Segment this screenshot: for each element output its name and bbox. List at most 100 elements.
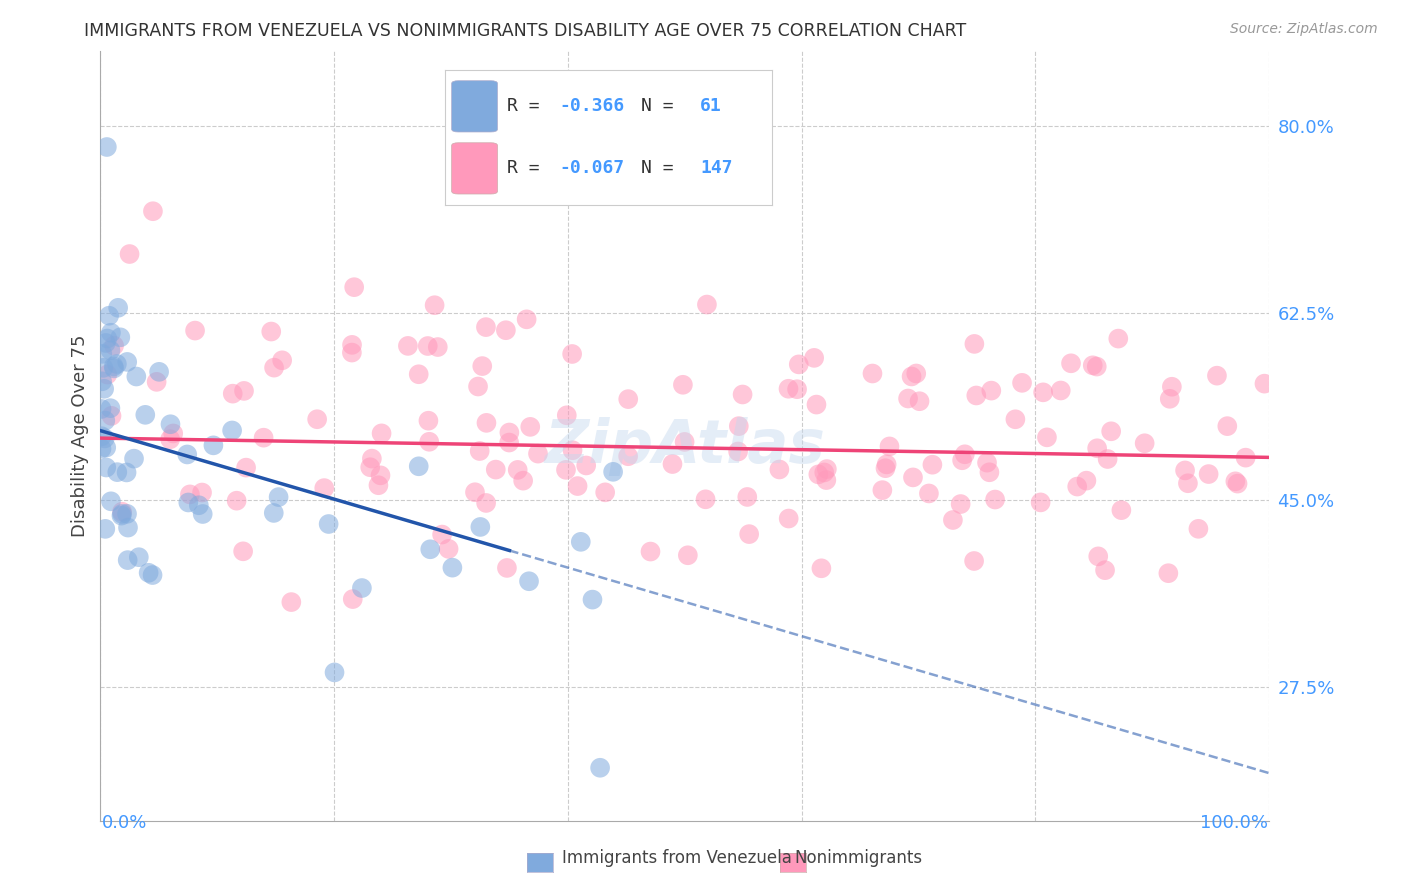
Point	[815, 473, 838, 487]
Point	[134, 408, 156, 422]
Point	[1234, 450, 1257, 465]
Point	[222, 386, 245, 401]
Point	[575, 458, 598, 473]
Point	[91, 374, 114, 388]
Point	[110, 508, 132, 523]
Point	[506, 463, 529, 477]
Point	[942, 513, 965, 527]
Point	[96, 331, 118, 345]
Point	[815, 462, 838, 476]
Point	[367, 478, 389, 492]
Point	[496, 561, 519, 575]
Point	[179, 487, 201, 501]
Point	[617, 449, 640, 463]
Point	[498, 425, 520, 440]
Point	[963, 337, 986, 351]
Point	[519, 420, 541, 434]
Point	[1094, 563, 1116, 577]
Point	[673, 434, 696, 449]
Point	[485, 462, 508, 476]
Point	[555, 463, 578, 477]
Point	[581, 592, 603, 607]
Point	[221, 424, 243, 438]
Point	[1198, 467, 1220, 481]
Point	[430, 527, 453, 541]
Point	[103, 361, 125, 376]
Point	[803, 351, 825, 365]
Point	[1060, 356, 1083, 370]
Point	[1076, 474, 1098, 488]
Point	[1157, 566, 1180, 581]
Point	[1085, 359, 1108, 374]
Point	[96, 368, 118, 382]
Point	[233, 384, 256, 398]
Point	[875, 461, 897, 475]
Point	[419, 542, 441, 557]
Point	[661, 457, 683, 471]
Point	[94, 522, 117, 536]
Point	[96, 441, 118, 455]
Point	[105, 465, 128, 479]
Point	[103, 359, 125, 374]
Point	[232, 544, 254, 558]
Point	[187, 498, 209, 512]
Point	[118, 247, 141, 261]
Point	[267, 490, 290, 504]
Point	[787, 357, 810, 371]
Point	[727, 444, 749, 458]
Point	[396, 339, 419, 353]
Point	[872, 483, 894, 497]
Point	[949, 497, 972, 511]
Point	[225, 493, 247, 508]
Point	[1225, 475, 1247, 489]
Point	[1029, 495, 1052, 509]
Text: 0.0%: 0.0%	[101, 814, 146, 831]
Point	[159, 417, 181, 432]
Point	[416, 339, 439, 353]
Point	[142, 204, 165, 219]
Point	[91, 347, 114, 361]
Point	[177, 495, 200, 509]
Point	[93, 382, 115, 396]
Point	[498, 435, 520, 450]
Point	[111, 507, 134, 521]
Point	[100, 409, 122, 423]
Point	[876, 458, 898, 472]
Point	[145, 375, 167, 389]
Point	[640, 544, 662, 558]
Point	[1111, 503, 1133, 517]
Point	[527, 447, 550, 461]
Point	[727, 419, 749, 434]
Point	[1216, 419, 1239, 434]
Point	[1174, 463, 1197, 477]
Point	[105, 357, 128, 371]
Point	[569, 534, 592, 549]
Point	[122, 451, 145, 466]
Point	[184, 324, 207, 338]
Point	[90, 429, 112, 443]
Point	[138, 566, 160, 580]
Point	[94, 413, 117, 427]
Point	[100, 326, 122, 340]
Point	[731, 387, 754, 401]
Point	[408, 459, 430, 474]
Point	[360, 451, 382, 466]
Point	[441, 560, 464, 574]
Point	[807, 467, 830, 482]
Point	[1177, 476, 1199, 491]
Point	[159, 432, 181, 446]
Point	[468, 444, 491, 458]
Point	[1085, 442, 1108, 456]
Point	[672, 377, 695, 392]
Point	[1081, 359, 1104, 373]
Point	[342, 592, 364, 607]
Point	[593, 485, 616, 500]
Point	[495, 323, 517, 337]
Point	[423, 298, 446, 312]
Point	[1253, 376, 1275, 391]
Point	[176, 447, 198, 461]
Point	[115, 507, 138, 521]
Point	[418, 434, 440, 449]
Text: Immigrants from Venezuela: Immigrants from Venezuela	[562, 849, 792, 867]
Point	[813, 466, 835, 480]
